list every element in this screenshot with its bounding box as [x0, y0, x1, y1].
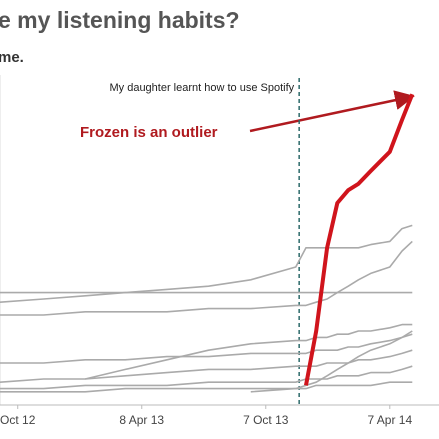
- x-tick-label: Oct 12: [0, 413, 36, 427]
- series-line: [84, 323, 413, 380]
- chart-subtitle: me.: [0, 49, 24, 66]
- series-line: [0, 365, 413, 390]
- series-line: [0, 240, 413, 316]
- series-line: [0, 381, 413, 393]
- chart-title: e my listening habits?: [0, 7, 240, 33]
- series-line: [250, 330, 413, 393]
- series-line: [304, 93, 415, 386]
- arrow: [249, 90, 415, 133]
- x-tick-label: 7 Oct 13: [243, 413, 289, 427]
- annotation: Frozen is an outlier: [80, 124, 218, 141]
- series-line: [0, 224, 413, 303]
- x-tick-label: 8 Apr 13: [119, 413, 164, 427]
- series-line: [0, 333, 413, 364]
- annotation: My daughter learnt how to use Spotify: [109, 82, 294, 94]
- series-line: [0, 349, 413, 383]
- x-tick-label: 7 Apr 14: [367, 413, 412, 427]
